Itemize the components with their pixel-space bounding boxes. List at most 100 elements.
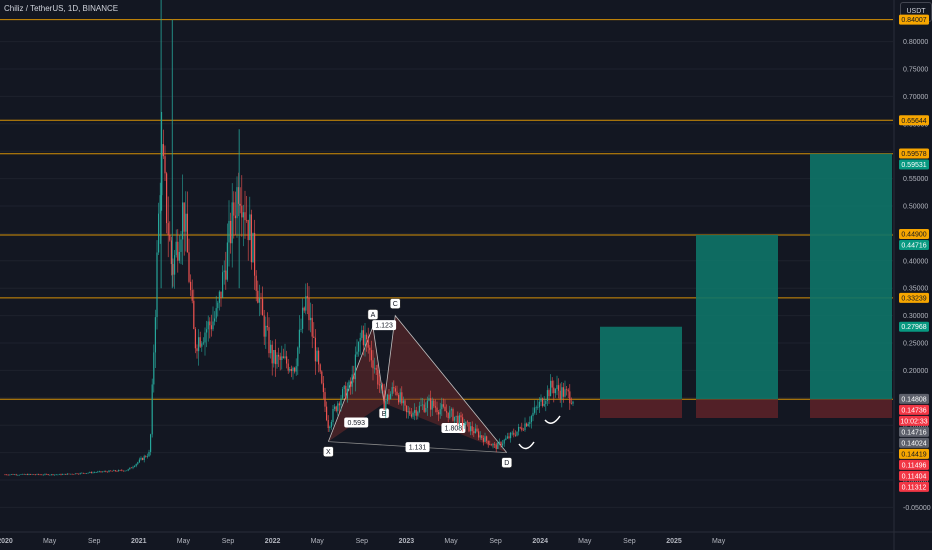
- candle-body: [415, 410, 417, 416]
- price-tag: [899, 448, 929, 459]
- candle-body: [343, 385, 345, 390]
- target-zone: [810, 153, 892, 400]
- candle-body: [345, 385, 347, 399]
- candle-body: [455, 415, 457, 417]
- price-tag: [899, 481, 929, 492]
- time-tick-label: 2025: [666, 538, 682, 545]
- candle-body: [324, 392, 326, 407]
- time-tick-label: May: [177, 538, 191, 545]
- candle-body: [358, 341, 360, 352]
- candle-body: [414, 410, 416, 413]
- candle-body: [300, 328, 302, 330]
- candle-body: [249, 214, 251, 241]
- candle-body: [514, 434, 516, 436]
- candle-body: [134, 465, 136, 467]
- candle-body: [142, 458, 144, 460]
- candle-body: [108, 470, 110, 473]
- candle-body: [23, 473, 25, 475]
- candle-body: [250, 214, 252, 263]
- candle-body: [233, 202, 235, 216]
- candle-body: [150, 434, 152, 452]
- candle-body: [185, 213, 187, 232]
- candle-body: [393, 387, 395, 389]
- candle-body: [511, 432, 513, 434]
- rounded-bottom-curves: [518, 415, 561, 450]
- candle-body: [362, 330, 364, 346]
- candle-body: [113, 470, 115, 472]
- price-tags: 0.84007 0.65644 0.59578 0.59531 0.44900 0.447…: [899, 14, 929, 492]
- candle-body: [236, 187, 238, 219]
- candle-body: [342, 389, 344, 399]
- price-tag-label: 0.14808: [901, 396, 926, 403]
- target-zones: [600, 153, 892, 419]
- candle-body: [377, 369, 379, 385]
- candle-body: [119, 470, 121, 471]
- candle-body: [135, 463, 137, 466]
- candle-body: [361, 330, 363, 338]
- candle-body: [391, 387, 393, 394]
- candle-body: [452, 409, 454, 421]
- candle-body: [95, 472, 97, 473]
- candle-body: [394, 388, 396, 392]
- candle-body: [446, 411, 448, 413]
- price-tag-label: 0.65644: [901, 118, 926, 125]
- time-tick-label: May: [311, 538, 325, 545]
- candle-body: [295, 366, 297, 372]
- time-tick-label: Sep: [356, 538, 369, 545]
- candle-body: [30, 474, 32, 475]
- candle-body: [423, 404, 425, 412]
- candle-body: [559, 390, 561, 399]
- candle-body: [127, 469, 129, 471]
- candle-body: [534, 407, 536, 413]
- pattern-ratio-label: 1.808: [445, 425, 463, 432]
- price-tick-label: 0.20000: [903, 368, 928, 375]
- candle-body: [466, 421, 468, 423]
- candle-body: [447, 412, 449, 419]
- candle-body: [62, 474, 64, 475]
- pattern-triangle-xab: [328, 326, 385, 442]
- chart-title: Chiliz / TetherUS, 1D, BINANCE: [4, 4, 119, 13]
- price-tag-label: 0.59531: [901, 162, 926, 169]
- price-tag: [899, 404, 929, 415]
- candle-body: [20, 474, 22, 475]
- candle-body: [399, 392, 401, 403]
- candle-body: [292, 367, 294, 372]
- candle-body: [407, 411, 409, 413]
- pattern-point-label: C: [393, 301, 398, 308]
- candle-body: [431, 400, 433, 410]
- price-tick-label: 0.55000: [903, 176, 928, 183]
- candle-body: [538, 401, 540, 408]
- candle-body: [402, 400, 404, 404]
- price-tag: [899, 459, 929, 470]
- candle-body: [433, 400, 435, 407]
- candle-body: [138, 459, 140, 463]
- candle-body: [434, 406, 436, 408]
- candle-body: [66, 473, 68, 475]
- candle-body: [524, 423, 526, 431]
- candle-body: [313, 336, 315, 338]
- candle-body: [218, 291, 220, 303]
- candle-body: [489, 444, 491, 445]
- candle-body: [103, 471, 105, 472]
- price-tag: [899, 321, 929, 332]
- candle-body: [567, 389, 569, 392]
- candle-body: [530, 416, 532, 423]
- candle-body: [330, 421, 332, 427]
- candle-body: [79, 472, 81, 474]
- candle-body: [10, 474, 12, 475]
- candle-body: [335, 406, 337, 411]
- candle-body: [492, 444, 494, 446]
- candle-body: [502, 443, 504, 446]
- price-tag-label: 0.11312: [902, 484, 927, 491]
- target-zone: [696, 234, 778, 400]
- candle-body: [398, 395, 400, 403]
- candle-body: [546, 390, 548, 402]
- candle-body: [532, 412, 534, 417]
- candle-body: [36, 474, 38, 475]
- candle-body: [444, 406, 446, 412]
- price-tick-label: 0.80000: [903, 39, 928, 46]
- candle-body: [38, 474, 40, 475]
- time-axis[interactable]: 2020 May Sep 2021 May Sep 2022 May Sep 2023 May Sep…: [0, 531, 932, 545]
- candle-body: [225, 270, 227, 280]
